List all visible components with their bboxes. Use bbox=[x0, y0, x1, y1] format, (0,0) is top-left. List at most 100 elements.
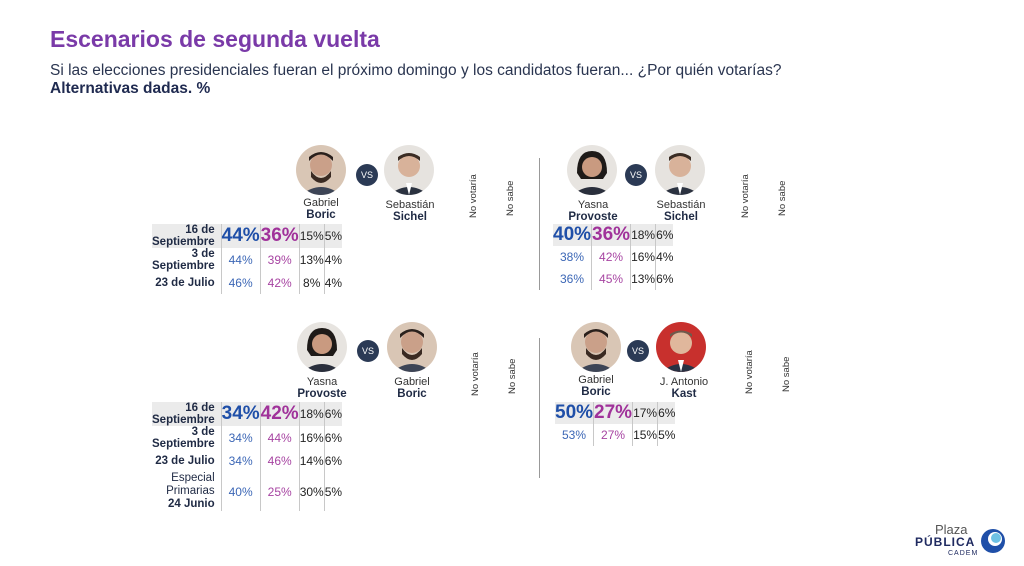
candidate-a-name: Gabriel Boric bbox=[303, 197, 339, 221]
header-no-votaria: No votaría bbox=[470, 352, 481, 396]
candidate-b-name: Gabriel Boric bbox=[394, 376, 430, 400]
value-candidate-a: 44% bbox=[220, 248, 261, 272]
row-date: 23 de Julio bbox=[155, 277, 215, 289]
value-candidate-a: 44% bbox=[220, 224, 261, 248]
panel-divider bbox=[539, 158, 540, 290]
value-candidate-b: 44% bbox=[259, 426, 300, 450]
panel-divider bbox=[539, 338, 540, 478]
header-no-votaria: No votaría bbox=[468, 174, 479, 218]
row-date: 16 de Septiembre bbox=[152, 224, 222, 248]
value-no-votaria: 18% bbox=[298, 402, 325, 426]
value-candidate-a: 40% bbox=[553, 224, 592, 246]
header-no-votaria: No votaría bbox=[740, 174, 751, 218]
value-candidate-a: 40% bbox=[220, 472, 261, 511]
value-no-votaria: 15% bbox=[298, 224, 325, 248]
value-candidate-a: 36% bbox=[560, 272, 585, 286]
candidate-photo-boric bbox=[387, 322, 437, 372]
value-candidate-b: 42% bbox=[259, 272, 300, 294]
value-no-sabe: 4% bbox=[323, 272, 343, 294]
value-no-votaria: 16% bbox=[298, 426, 325, 450]
value-no-sabe: 5% bbox=[323, 224, 343, 248]
value-no-sabe: 5% bbox=[323, 472, 343, 511]
value-no-sabe: 4% bbox=[655, 246, 674, 268]
candidate-photo-sichel bbox=[384, 145, 434, 195]
value-candidate-b: 27% bbox=[593, 402, 633, 424]
page-subtitle-unit: Alternativas dadas. % bbox=[50, 80, 211, 97]
row-date: 16 de Septiembre bbox=[152, 402, 222, 426]
value-candidate-a: 50% bbox=[555, 402, 594, 424]
candidate-b-name: Sebastián Sichel bbox=[385, 199, 435, 223]
logo-mark-icon bbox=[981, 529, 1005, 553]
results-table: 40% 36% 18% 6% 38% 42% 16% 4% 36% 45% 13… bbox=[553, 224, 674, 290]
results-table: 16 de Septiembre 44% 36% 15% 5% 3 de Sep… bbox=[152, 224, 343, 294]
value-no-sabe: 6% bbox=[323, 426, 343, 450]
row-date: Especial Primarias 24 Junio bbox=[166, 472, 215, 510]
row-date: 3 de Septiembre bbox=[152, 248, 215, 272]
plaza-publica-logo: Plaza PÚBLICA CADEM bbox=[912, 522, 1012, 560]
table-row: 36% 45% 13% 6% bbox=[553, 268, 674, 290]
header-no-sabe: No sabe bbox=[507, 358, 518, 394]
candidate-b-name: Sebastián Sichel bbox=[656, 199, 706, 223]
vs-badge: VS bbox=[625, 164, 647, 186]
candidate-photo-boric bbox=[571, 322, 621, 372]
value-no-votaria: 14% bbox=[298, 450, 325, 472]
table-row: 16 de Septiembre 34% 42% 18% 6% bbox=[152, 402, 343, 426]
candidate-photo-kast bbox=[656, 322, 706, 372]
results-table: 50% 27% 17% 6% 53% 27% 15% 5% bbox=[555, 402, 676, 446]
vs-badge: VS bbox=[356, 164, 378, 186]
value-no-sabe: 5% bbox=[657, 424, 676, 446]
candidate-photo-provoste bbox=[297, 322, 347, 372]
candidate-photo-sichel bbox=[655, 145, 705, 195]
value-candidate-b: 25% bbox=[259, 472, 300, 511]
candidate-b-name: J. Antonio Kast bbox=[659, 376, 709, 400]
table-row: Especial Primarias 24 Junio 40% 25% 30% … bbox=[152, 472, 343, 511]
header-no-sabe: No sabe bbox=[777, 180, 788, 216]
value-no-votaria: 13% bbox=[298, 248, 325, 272]
table-row: 38% 42% 16% 4% bbox=[553, 246, 674, 268]
logo-line-3: CADEM bbox=[948, 550, 979, 557]
value-candidate-a: 34% bbox=[220, 450, 261, 472]
table-row: 3 de Septiembre 34% 44% 16% 6% bbox=[152, 426, 343, 450]
value-no-votaria: 13% bbox=[630, 268, 656, 290]
candidate-a-name: Yasna Provoste bbox=[568, 199, 618, 223]
value-candidate-b: 36% bbox=[259, 224, 300, 248]
value-no-votaria: 30% bbox=[298, 472, 325, 511]
value-candidate-a: 34% bbox=[220, 426, 261, 450]
value-no-votaria: 16% bbox=[630, 246, 656, 268]
value-no-sabe: 6% bbox=[323, 450, 343, 472]
header-no-sabe: No sabe bbox=[781, 356, 792, 392]
value-candidate-b: 39% bbox=[259, 248, 300, 272]
value-candidate-a: 46% bbox=[220, 272, 261, 294]
value-candidate-b: 46% bbox=[259, 450, 300, 472]
value-candidate-b: 42% bbox=[259, 402, 300, 426]
value-no-votaria: 15% bbox=[632, 424, 658, 446]
table-row: 40% 36% 18% 6% bbox=[553, 224, 674, 246]
row-date: 23 de Julio bbox=[155, 455, 215, 467]
vs-badge: VS bbox=[627, 340, 649, 362]
candidate-photo-boric bbox=[296, 145, 346, 195]
page-title: Escenarios de segunda vuelta bbox=[50, 26, 380, 52]
value-no-sabe: 6% bbox=[323, 402, 343, 426]
value-candidate-b: 42% bbox=[591, 246, 631, 268]
header-no-votaria: No votaría bbox=[744, 350, 755, 394]
results-table: 16 de Septiembre 34% 42% 18% 6% 3 de Sep… bbox=[152, 402, 343, 511]
value-no-sabe: 6% bbox=[657, 402, 676, 424]
value-no-sabe: 4% bbox=[323, 248, 343, 272]
candidate-a-name: Yasna Provoste bbox=[297, 376, 347, 400]
page-subtitle: Si las elecciones presidenciales fueran … bbox=[50, 62, 782, 79]
value-no-votaria: 18% bbox=[630, 224, 656, 246]
value-no-sabe: 6% bbox=[655, 224, 674, 246]
value-candidate-a: 34% bbox=[220, 402, 261, 426]
value-candidate-b: 27% bbox=[593, 424, 633, 446]
row-date: 3 de Septiembre bbox=[152, 426, 215, 450]
candidate-a-name: Gabriel Boric bbox=[578, 374, 614, 398]
table-row: 23 de Julio 46% 42% 8% 4% bbox=[152, 272, 343, 294]
value-candidate-b: 45% bbox=[591, 268, 631, 290]
value-no-votaria: 17% bbox=[632, 402, 658, 424]
value-candidate-b: 36% bbox=[591, 224, 631, 246]
logo-line-1: Plaza bbox=[935, 522, 968, 537]
value-candidate-a: 53% bbox=[562, 428, 587, 442]
table-row: 3 de Septiembre 44% 39% 13% 4% bbox=[152, 248, 343, 272]
value-candidate-a: 38% bbox=[560, 250, 585, 264]
header-no-sabe: No sabe bbox=[505, 180, 516, 216]
